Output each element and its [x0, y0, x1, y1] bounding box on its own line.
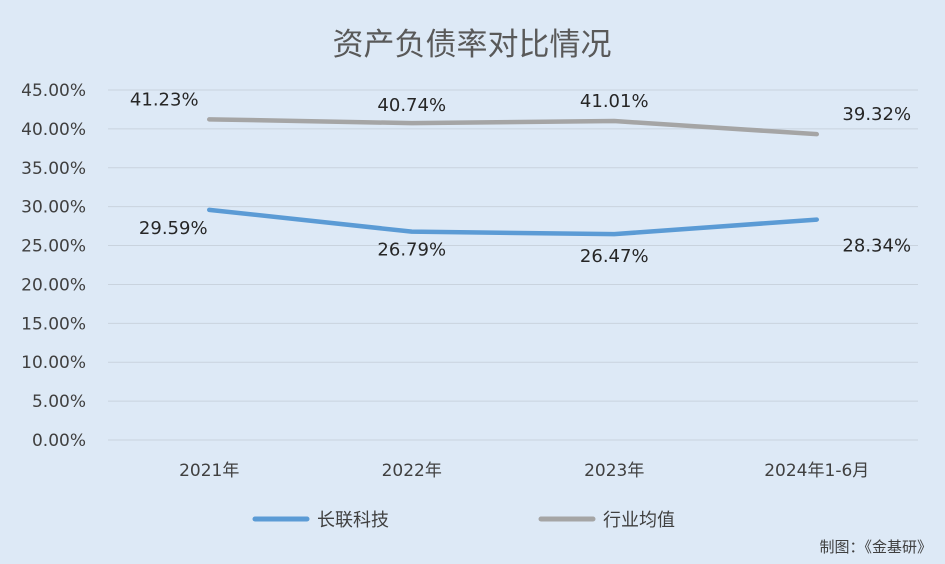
x-axis-ticks: 2021年 2022年 2023年 2024年1-6月 — [179, 461, 869, 481]
series-lines — [207, 117, 819, 237]
y-tick-label: 5.00% — [32, 392, 86, 412]
y-tick-label: 35.00% — [21, 159, 86, 179]
legend-label: 行业均值 — [603, 510, 675, 531]
series-line — [207, 117, 819, 137]
credit-text: 制图：《金基研》 — [819, 538, 932, 556]
data-label: 39.32% — [842, 104, 911, 125]
x-tick-label: 2021年 — [179, 461, 239, 481]
y-tick-label: 10.00% — [21, 353, 86, 373]
legend-label: 长联科技 — [317, 510, 389, 531]
data-label: 29.59% — [139, 218, 208, 239]
data-label: 41.23% — [130, 89, 199, 110]
data-label: 26.47% — [580, 246, 649, 267]
legend: 长联科技 行业均值 — [252, 510, 675, 531]
x-tick-label: 2024年1-6月 — [764, 461, 869, 481]
y-tick-label: 30.00% — [21, 198, 86, 218]
x-tick-label: 2022年 — [382, 461, 442, 481]
data-label: 28.34% — [842, 236, 911, 257]
y-tick-label: 25.00% — [21, 237, 86, 257]
y-axis-ticks: 0.00% 5.00% 10.00% 15.00% 20.00% 25.00% 30.00%… — [21, 81, 86, 451]
data-labels: 29.59% 26.79% 26.47% 28.34% 41.23% 40.74% 41.0… — [130, 89, 911, 267]
y-tick-label: 40.00% — [21, 120, 86, 140]
chart-title: 资产负债率对比情况 — [333, 27, 612, 63]
data-label: 41.01% — [580, 91, 649, 112]
data-label: 26.79% — [377, 240, 446, 261]
y-tick-label: 45.00% — [21, 81, 86, 101]
y-tick-label: 20.00% — [21, 275, 86, 295]
series-line — [207, 207, 819, 237]
gridlines — [108, 89, 918, 441]
y-tick-label: 0.00% — [32, 431, 86, 451]
data-label: 40.74% — [377, 95, 446, 116]
x-tick-label: 2023年 — [584, 461, 644, 481]
y-tick-label: 15.00% — [21, 314, 86, 334]
